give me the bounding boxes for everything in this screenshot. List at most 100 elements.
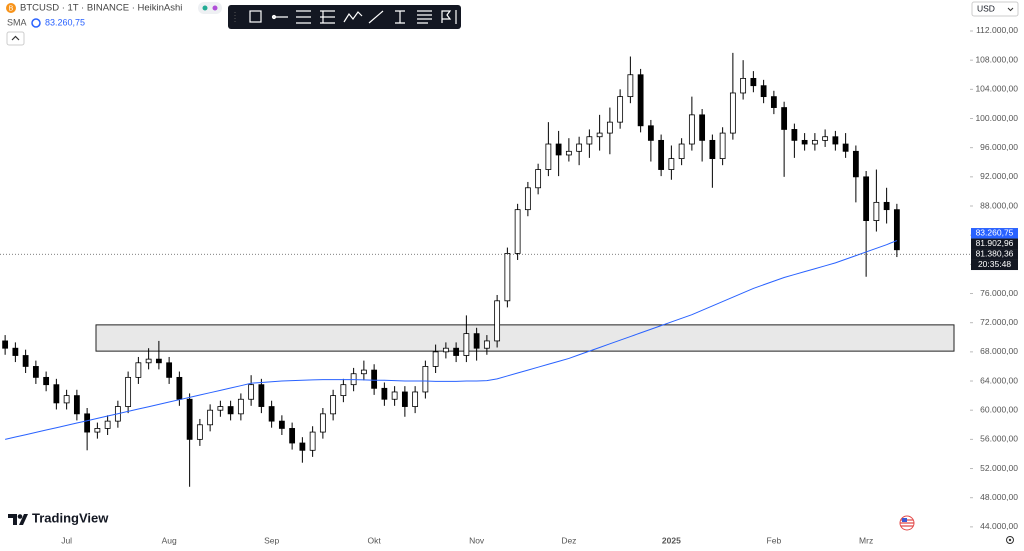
countdown-tag — [971, 259, 1018, 271]
brand-name: TradingView — [32, 510, 109, 525]
tool-hline[interactable] — [271, 14, 288, 20]
candle-body — [760, 85, 767, 98]
tool-fib[interactable] — [296, 10, 311, 24]
candle-body — [145, 358, 152, 364]
candle-body — [729, 92, 736, 134]
currency-label: USD — [977, 3, 995, 13]
candle-body — [473, 333, 480, 349]
candle-body — [73, 395, 80, 415]
y-tick-label: 96.000,00 — [980, 142, 1018, 152]
countdown-label: 20:35:48 — [978, 259, 1011, 269]
y-tick-label: 44.000,00 — [980, 521, 1018, 531]
candle-body — [155, 358, 162, 364]
candle-body — [883, 201, 890, 211]
candle-body — [740, 77, 747, 94]
indicator-value: 83.260,75 — [45, 17, 85, 27]
tool-channel[interactable] — [320, 10, 335, 24]
y-tick-label: 72.000,00 — [980, 317, 1018, 327]
price-tag-label: 83.260,75 — [976, 228, 1014, 238]
candle-body — [53, 384, 60, 404]
y-tick-label: 48.000,00 — [980, 492, 1018, 502]
price-tag-label: 81.902,96 — [976, 238, 1014, 248]
candle-body — [237, 398, 244, 415]
candle-body — [63, 395, 70, 404]
y-tick-label: 68.000,00 — [980, 346, 1018, 356]
candle-body — [463, 333, 470, 356]
candle-body — [709, 139, 716, 160]
y-tick-label: 108.000,00 — [975, 54, 1018, 64]
candle-body — [699, 114, 706, 141]
x-tick-label: Sep — [264, 535, 279, 545]
candle-body — [176, 376, 183, 400]
x-tick-label: Nov — [469, 535, 485, 545]
tool-path[interactable] — [343, 11, 363, 23]
price-tag-label: 81.380,36 — [976, 249, 1014, 259]
x-tick-label: Jul — [61, 535, 72, 545]
candle-body — [196, 424, 203, 440]
status-dot — [202, 5, 208, 11]
candle-body — [391, 391, 398, 400]
candle-body — [617, 96, 624, 123]
candle-body — [545, 143, 552, 170]
candle-body — [524, 187, 531, 211]
candle-body — [842, 143, 849, 152]
plot-area: 44.000,00 48.000,00 52.000,00 56.000,00 60.0… — [0, 25, 1018, 545]
indicator-name[interactable]: SMA — [7, 17, 27, 27]
candle-body — [104, 420, 111, 429]
sma-line — [5, 240, 898, 440]
y-tick-label: 64.000,00 — [980, 375, 1018, 385]
candle-body — [637, 74, 644, 127]
candle-body — [381, 387, 388, 400]
candle-body — [565, 150, 572, 156]
candle-body — [330, 395, 337, 415]
status-pill[interactable] — [198, 2, 222, 14]
collapse-button[interactable] — [6, 31, 25, 46]
price-tag — [971, 249, 1018, 260]
candle-body — [43, 376, 50, 386]
tool-range[interactable] — [395, 10, 405, 24]
candle-body — [422, 366, 429, 393]
candle-body — [207, 409, 214, 426]
candle-body — [289, 428, 296, 444]
candle-body — [576, 143, 583, 152]
candle-body — [658, 139, 665, 170]
candle-body — [606, 121, 613, 134]
currency-caret — [1007, 7, 1014, 12]
candle-body — [535, 169, 542, 189]
candle-body — [340, 384, 347, 397]
candle-body — [360, 369, 367, 375]
candle-body — [719, 132, 726, 160]
candle-body — [268, 406, 275, 422]
y-tick-label: 112.000,00 — [976, 25, 1018, 35]
tool-rectangle[interactable] — [249, 10, 262, 23]
candle-body — [832, 136, 839, 145]
candle-body — [2, 340, 9, 349]
candle-body — [873, 201, 880, 221]
region-flag[interactable] — [899, 515, 915, 531]
candle-body — [371, 369, 378, 389]
tool-flag[interactable] — [441, 10, 452, 23]
y-tick-label: 60.000,00 — [980, 404, 1018, 414]
candle-body — [125, 376, 132, 407]
candle-body — [186, 398, 193, 440]
drawing-toolbar — [228, 5, 461, 29]
candle-body — [514, 209, 521, 254]
x-tick-label: Dez — [561, 535, 576, 545]
candle-body — [863, 176, 870, 221]
candle-body — [770, 96, 777, 108]
candle-body — [453, 347, 460, 356]
collapse-icon — [11, 35, 20, 41]
tool-text[interactable] — [417, 10, 432, 24]
tool-trendline[interactable] — [368, 10, 384, 24]
status-icon — [212, 5, 218, 11]
candle-body — [596, 132, 603, 138]
y-tick-label: 52.000,00 — [980, 463, 1018, 473]
symbol-icon — [6, 3, 16, 13]
x-tick-label: Aug — [162, 535, 177, 545]
candle-body — [12, 347, 19, 356]
settings-gear[interactable] — [1006, 536, 1014, 544]
candle-body — [22, 355, 29, 367]
currency-button[interactable] — [971, 1, 1019, 17]
candle-body — [750, 77, 757, 87]
